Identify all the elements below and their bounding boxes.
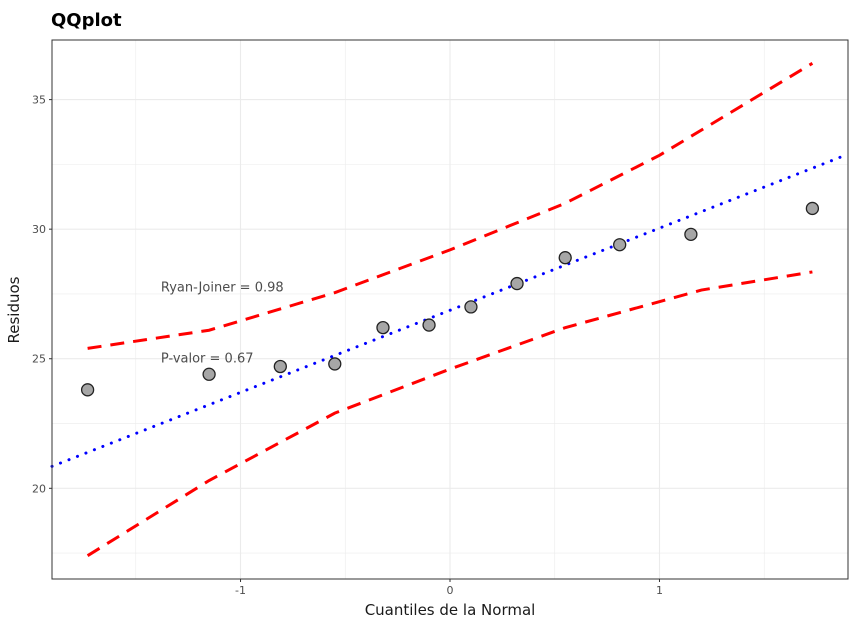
data-point — [684, 227, 698, 242]
x-tick-label: 1 — [656, 584, 663, 597]
data-point — [376, 320, 390, 335]
x-tick-label: -1 — [235, 584, 246, 597]
data-point — [422, 318, 436, 332]
annotation: P-valor = 0.67 — [161, 352, 254, 367]
chart-title: QQplot — [51, 10, 122, 31]
x-tick-label: 0 — [447, 584, 454, 597]
reference-line — [50, 152, 850, 468]
data-point — [80, 383, 95, 397]
y-tick-label: 20 — [32, 482, 46, 495]
data-point — [273, 359, 287, 374]
data-point — [464, 300, 478, 314]
lower-confidence-band — [86, 270, 813, 557]
y-axis-label: Residuos — [5, 276, 23, 343]
annotation: Ryan-Joiner = 0.98 — [161, 280, 284, 295]
data-point — [613, 238, 627, 252]
data-point — [328, 357, 342, 371]
data-point — [805, 201, 820, 216]
data-point — [510, 276, 524, 291]
y-tick-label: 25 — [32, 353, 46, 366]
gridlines — [52, 40, 848, 579]
upper-confidence-band — [87, 62, 814, 350]
data-point — [558, 251, 572, 265]
data-point — [202, 367, 216, 381]
x-axis-label: Cuantiles de la Normal — [365, 601, 536, 619]
y-tick-label: 30 — [32, 223, 46, 236]
y-tick-label: 35 — [32, 94, 46, 107]
